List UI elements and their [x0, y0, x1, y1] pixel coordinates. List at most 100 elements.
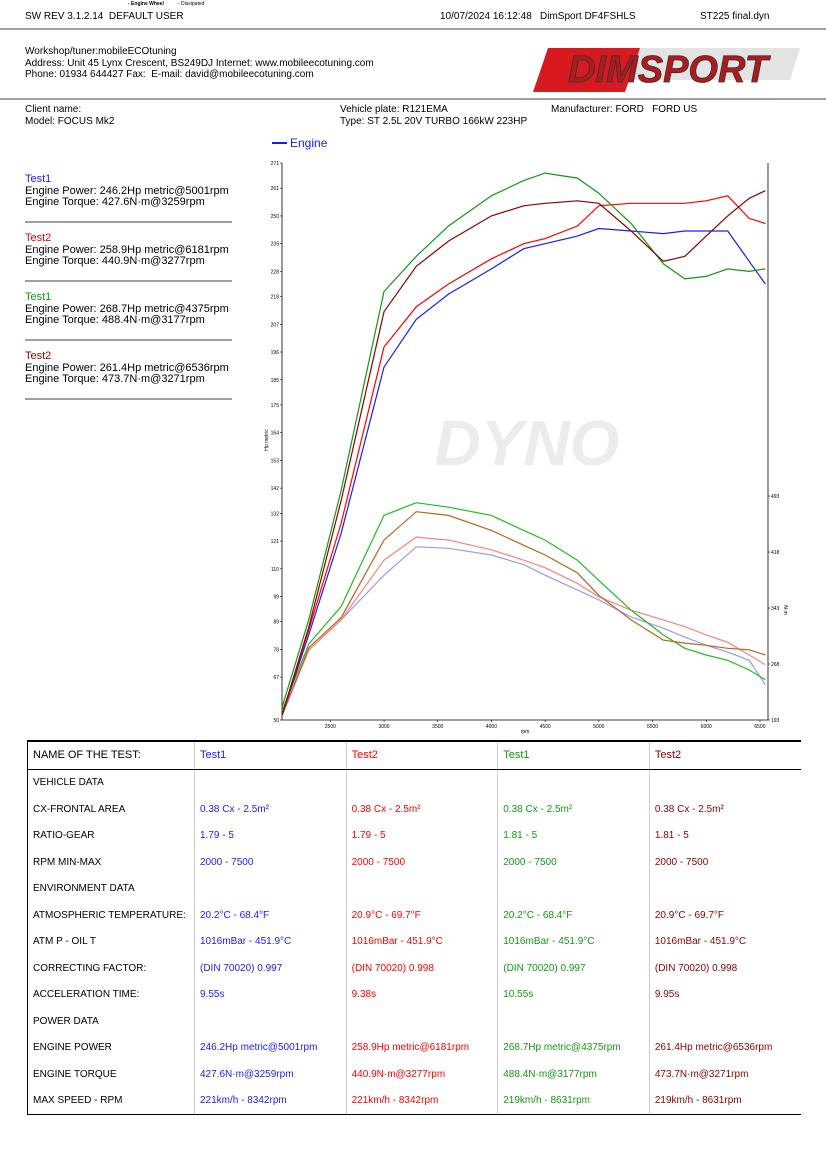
- logo-text: DIMSPORT: [568, 49, 771, 91]
- y2-tick-label: 418: [771, 550, 780, 556]
- empty-cell: [497, 875, 650, 902]
- header-cell: Test2: [649, 740, 801, 770]
- workshop: Workshop/tuner:mobileECOtuning: [25, 46, 177, 57]
- header-cell: Test2: [346, 740, 499, 770]
- legend-label: Engine: [290, 136, 328, 150]
- power-line: [281, 172, 766, 708]
- value-cell: 219km/h - 8631rpm: [649, 1087, 801, 1115]
- y-tick-label: 239: [271, 242, 280, 248]
- y-tick-label: 250: [271, 214, 280, 220]
- torque-line: [281, 502, 766, 712]
- value-cell: 268.7Hp metric@4375rpm: [497, 1034, 650, 1061]
- header-cell: NAME OF THE TEST:: [27, 740, 195, 770]
- y-tick-label: 271: [271, 161, 280, 167]
- section-row: ENVIRONMENT DATA: [27, 875, 802, 902]
- y-tick-label: 121: [271, 539, 280, 545]
- label-cell: ENGINE TORQUE: [27, 1061, 195, 1088]
- empty-cell: [346, 769, 499, 796]
- value-cell: 0.38 Cx - 2.5m²: [194, 796, 347, 823]
- client: Manufacturer: FORD FORD US: [551, 104, 698, 115]
- x-tick-label: 3000: [378, 724, 389, 730]
- value-cell: 1.81 - 5: [497, 822, 650, 849]
- result-torque: Engine Torque: 473.7N·m@3271rpm: [25, 373, 205, 385]
- y-tick-label: 261: [271, 186, 280, 192]
- value-cell: (DIN 70020) 0.998: [346, 955, 499, 982]
- y-tick-label: 67: [273, 675, 279, 681]
- result-name: Test2: [25, 232, 52, 244]
- y-axis-label: Hp metric: [264, 429, 270, 451]
- table-row: CX-FRONTAL AREA 0.38 Cx - 2.5m² 0.38 Cx - …: [27, 796, 802, 823]
- x-tick-label: 6500: [754, 724, 765, 730]
- section-row: POWER DATA: [27, 1008, 802, 1035]
- table-row: ATMOSPHERIC TEMPERATURE: 20.2°C - 68.4°F 2…: [27, 902, 802, 929]
- empty-cell: [194, 769, 347, 796]
- empty-cell: [346, 875, 499, 902]
- label-cell: CORRECTING FACTOR:: [27, 955, 195, 982]
- y-tick-label: 164: [271, 431, 280, 437]
- table-row: ENGINE POWER 246.2Hp metric@5001rpm 258.9H…: [27, 1034, 802, 1061]
- y-tick-label: 78: [273, 647, 279, 653]
- label-cell: ATM P - OIL T: [27, 928, 195, 955]
- y2-tick-label: 268: [771, 662, 780, 668]
- note: - Engine Wheel: [128, 1, 164, 7]
- result-power: Engine Power: 246.2Hp metric@5001rpm: [25, 184, 229, 197]
- value-cell: 1016mBar - 451.9°C: [194, 928, 347, 955]
- date: 10/07/2024 16:12:48: [440, 11, 532, 22]
- y-tick-label: 142: [271, 486, 280, 492]
- logo-red: [533, 48, 640, 92]
- value-cell: 2000 - 7500: [346, 849, 499, 876]
- value-cell: (DIN 70020) 0.998: [654, 962, 738, 974]
- value-cell: 1016mBar - 451.9°C: [346, 928, 499, 955]
- label-cell: ENGINE POWER: [27, 1034, 195, 1061]
- device: DimSport DF4FSHLS: [540, 11, 636, 22]
- y2-tick-label: 343: [771, 606, 780, 612]
- empty-cell: [194, 1008, 347, 1035]
- logo: DIMSPORT: [533, 48, 800, 92]
- value-cell: 0.38 Cx - 2.5m²: [497, 796, 650, 823]
- table-row: CORRECTING FACTOR: (DIN 70020) 0.997 (DIN …: [27, 955, 802, 982]
- value-cell: 10.55s: [497, 981, 650, 1008]
- value-cell: 20.2°C - 68.4°F: [497, 902, 650, 929]
- y-tick-label: 132: [271, 511, 280, 517]
- value-cell: 1016mBar - 451.9°C: [654, 936, 747, 948]
- header-cell: Test1: [194, 740, 347, 770]
- table-row: RPM MIN-MAX 2000 - 7500 2000 - 7500 2000 - …: [27, 849, 802, 876]
- y-tick-label: 175: [271, 403, 280, 409]
- data-table: NAME OF THE TEST: Test1 Test2 Test1 Test2 VEH…: [27, 740, 801, 1115]
- result-power: Engine Power: 268.7Hp metric@4375rpm: [25, 302, 229, 315]
- y-tick-label: 89: [273, 620, 279, 626]
- table-row: ATM P - OIL T 1016mBar - 451.9°C 1016mBar …: [27, 928, 802, 955]
- result-torque: Engine Torque: 440.9N·m@3277rpm: [25, 255, 205, 267]
- result-name: Test2: [25, 350, 52, 362]
- y-tick-label: 196: [271, 350, 280, 356]
- result-name: Test1: [25, 173, 52, 185]
- y2-axis-label: N·m: [782, 605, 788, 614]
- value-cell: 488.4N·m@3177rpm: [497, 1061, 650, 1088]
- value-cell: 2000 - 7500: [497, 849, 650, 876]
- note: - Dissipated: [178, 1, 205, 7]
- header-cell: Test1: [497, 740, 650, 770]
- value-cell: 219km/h - 8631rpm: [497, 1087, 650, 1115]
- label-cell: VEHICLE DATA: [27, 769, 195, 796]
- label-cell: RATIO-GEAR: [27, 822, 195, 849]
- value-cell: 261.4Hp metric@6536rpm: [654, 1042, 773, 1054]
- value-cell: 1.81 - 5: [654, 830, 689, 842]
- workshop: Address: Unit 45 Lynx Crescent, BS249DJ …: [25, 58, 374, 69]
- value-cell: 2000 - 7500: [194, 849, 347, 876]
- value-cell: 258.9Hp metric@6181rpm: [346, 1034, 499, 1061]
- x-tick-label: 6000: [701, 724, 712, 730]
- empty-cell: [497, 769, 650, 796]
- empty-cell: [649, 769, 801, 796]
- x-tick-label: 3500: [432, 724, 443, 730]
- section-row: VEHICLE DATA: [27, 769, 802, 796]
- table-row: ACCELERATION TIME: 9.55s 9.38s 10.55s 9.95s: [27, 981, 802, 1008]
- result-power: Engine Power: 258.9Hp metric@6181rpm: [25, 243, 229, 256]
- result-torque: Engine Torque: 427.6N·m@3259rpm: [25, 196, 205, 208]
- value-cell: 440.9N·m@3277rpm: [346, 1061, 499, 1088]
- client: Type: ST 2.5L 20V TURBO 166kW 223HP: [340, 116, 528, 127]
- power-line: [281, 190, 766, 716]
- label-cell: ENVIRONMENT DATA: [27, 875, 195, 902]
- x-axis-label: rpm: [521, 729, 530, 735]
- value-cell: 221km/h - 8342rpm: [346, 1087, 499, 1115]
- label-cell: ACCELERATION TIME:: [27, 981, 195, 1008]
